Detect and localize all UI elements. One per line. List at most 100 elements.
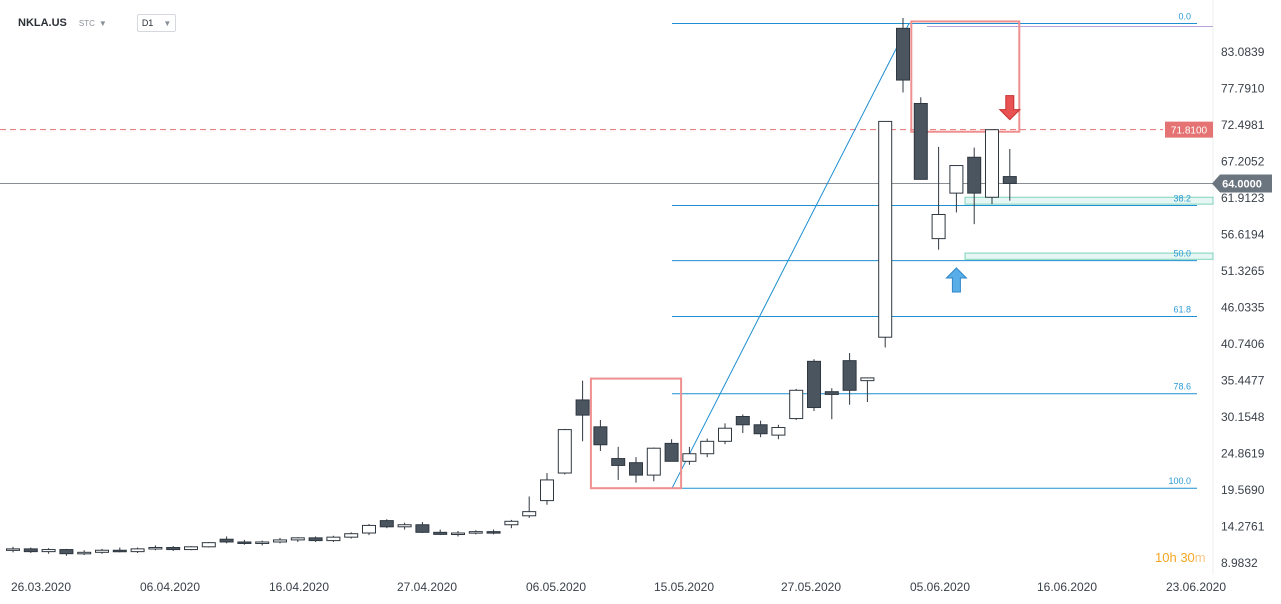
candle-bullish xyxy=(646,447,661,476)
candle-bearish xyxy=(664,442,679,462)
candle-bearish xyxy=(379,520,394,528)
candle-bullish xyxy=(273,539,287,543)
candle-bullish xyxy=(789,389,804,420)
candle-bearish xyxy=(415,524,430,533)
candle-bearish xyxy=(753,424,768,435)
countdown-hours: 10h xyxy=(1155,550,1177,565)
candle-bearish xyxy=(308,537,323,542)
x-tick-label: 16.04.2020 xyxy=(269,580,329,594)
candle-bullish xyxy=(985,129,999,198)
x-tick-label: 15.05.2020 xyxy=(654,580,714,594)
resistance-badge-label: 71.8100 xyxy=(1171,126,1208,137)
y-tick-label: 35.4477 xyxy=(1221,373,1265,387)
up-arrow-icon xyxy=(945,267,968,293)
y-tick-label: 56.6194 xyxy=(1221,227,1265,241)
y-tick-label: 72.4981 xyxy=(1221,118,1265,132)
support-zone xyxy=(964,196,1214,205)
current-price-label: 64.0000 xyxy=(1222,178,1262,190)
candle-bearish xyxy=(166,546,181,551)
candle-bearish xyxy=(913,102,928,180)
y-tick-label: 83.0839 xyxy=(1221,45,1265,59)
candle-bullish xyxy=(522,511,537,517)
candle-bullish xyxy=(878,120,893,338)
candle-bullish xyxy=(148,546,163,550)
candle-bullish xyxy=(326,536,341,542)
candle-bearish xyxy=(486,531,501,534)
candle-bearish xyxy=(967,156,982,194)
candle-bullish xyxy=(557,429,572,474)
y-tick-label: 46.0335 xyxy=(1221,300,1265,314)
candle-bullish xyxy=(6,548,20,551)
candle-bullish xyxy=(682,453,697,462)
highlight-box xyxy=(589,377,683,490)
candle-bearish xyxy=(1002,176,1017,184)
candle-bearish xyxy=(824,391,839,395)
candle-bullish xyxy=(130,548,145,553)
timeframe-label: D1 xyxy=(141,18,154,28)
timeframe-select[interactable]: D1 ▼ xyxy=(136,14,177,32)
y-tick-label: 8.9832 xyxy=(1221,556,1258,570)
fib-level-label: 78.6 xyxy=(1173,382,1191,392)
fib-trend-line xyxy=(671,23,910,489)
candle-bullish xyxy=(95,549,109,553)
chevron-down-icon: ▼ xyxy=(163,18,172,28)
candle-bullish xyxy=(540,479,554,502)
countdown-unit: m xyxy=(1194,550,1206,565)
x-tick-label: 27.05.2020 xyxy=(781,580,841,594)
candle-bullish xyxy=(77,551,92,555)
candle-bullish xyxy=(41,549,56,553)
symbol-label[interactable]: NKLA.US xyxy=(18,17,67,29)
candle-bullish xyxy=(290,537,305,541)
down-arrow-icon xyxy=(998,95,1022,121)
candle-bullish xyxy=(718,427,732,442)
source-dropdown-icon[interactable]: ▼ xyxy=(98,18,107,28)
candle-bullish xyxy=(397,524,412,528)
candle-bearish xyxy=(575,399,590,416)
fib-level-label: 0.0 xyxy=(1178,12,1191,22)
chart-toolbar: NKLA.US STC ▼ D1 ▼ xyxy=(18,14,177,32)
current-price-badge xyxy=(1212,174,1272,193)
candle-bullish xyxy=(860,377,875,382)
candle-bearish xyxy=(629,462,643,476)
x-tick-label: 23.06.2020 xyxy=(1166,580,1226,594)
resistance-badge xyxy=(1165,121,1213,138)
candle-bearish xyxy=(611,458,626,466)
candle-bullish xyxy=(344,533,359,538)
candle-bearish xyxy=(219,538,234,543)
candle-bullish xyxy=(255,541,270,544)
candle-bullish xyxy=(949,165,964,194)
candle-bullish xyxy=(771,427,786,436)
y-tick-label: 77.7910 xyxy=(1221,81,1265,95)
fib-level-label: 50.0 xyxy=(1173,249,1191,259)
candle-bearish xyxy=(593,426,608,446)
x-tick-label: 06.05.2020 xyxy=(526,580,586,594)
y-tick-label: 61.9123 xyxy=(1221,191,1265,205)
y-tick-label: 67.2052 xyxy=(1221,154,1265,168)
support-zone xyxy=(964,252,1214,260)
candle-bearish xyxy=(23,548,38,553)
candle-bullish xyxy=(362,524,376,534)
candle-bearish xyxy=(896,27,910,81)
y-tick-label: 19.5690 xyxy=(1221,483,1265,497)
candle-bearish xyxy=(842,360,857,391)
candle-bearish xyxy=(59,549,74,555)
candle-bearish xyxy=(237,541,252,544)
candle-bullish xyxy=(504,520,519,526)
source-label[interactable]: STC xyxy=(78,18,95,28)
candle-bearish xyxy=(112,549,127,553)
fib-level-label: 100.0 xyxy=(1168,476,1191,486)
candle-bullish xyxy=(184,546,198,551)
y-tick-label: 14.2761 xyxy=(1221,519,1265,533)
x-tick-label: 16.06.2020 xyxy=(1037,580,1097,594)
y-tick-label: 30.1548 xyxy=(1221,410,1265,424)
candle-countdown: 10h 30m xyxy=(1155,550,1206,565)
candle-bearish xyxy=(735,415,750,426)
candle-bearish xyxy=(433,531,448,535)
candle-bullish xyxy=(451,532,465,536)
candle-bullish xyxy=(201,542,216,548)
candle-bullish xyxy=(468,531,483,534)
y-tick-label: 40.7406 xyxy=(1221,337,1265,351)
x-tick-label: 05.06.2020 xyxy=(910,580,970,594)
